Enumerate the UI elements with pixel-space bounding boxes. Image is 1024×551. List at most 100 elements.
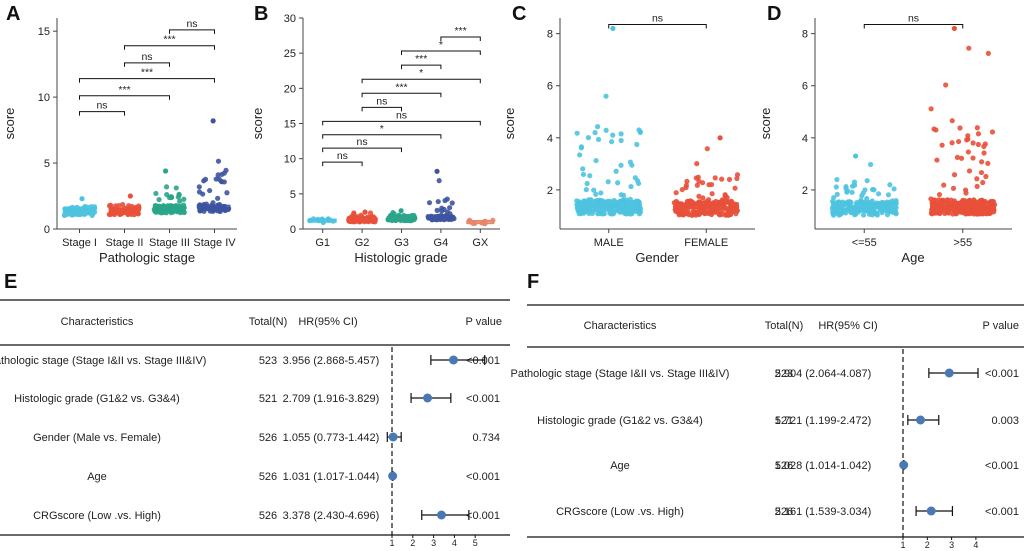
data-point-max (717, 135, 723, 141)
significance-label: * (419, 67, 423, 79)
y-tick-label: 20 (284, 83, 296, 95)
data-point (858, 202, 864, 208)
data-point (574, 130, 580, 136)
data-point (719, 176, 725, 182)
data-point (175, 194, 181, 200)
data-point (173, 185, 179, 191)
data-point (594, 124, 601, 130)
data-point (68, 212, 74, 218)
data-point-max (79, 196, 85, 202)
significance-bracket (401, 50, 481, 56)
column-header: Total(N) (765, 320, 804, 332)
data-point (726, 176, 733, 183)
significance-label: *** (141, 67, 153, 79)
x-tick-label: MALE (594, 237, 624, 249)
data-point (978, 169, 985, 176)
data-point (673, 190, 679, 196)
data-point (605, 179, 611, 185)
row-p-value: <0.001 (466, 355, 500, 367)
row-label: Age (87, 471, 107, 483)
significance-label: ns (337, 150, 348, 162)
data-point (863, 208, 869, 214)
data-point (966, 45, 972, 51)
data-point (593, 191, 599, 197)
panel-letter: F (527, 271, 539, 293)
y-tick-label: 2 (802, 185, 808, 197)
hr-point (388, 471, 398, 481)
data-point (963, 190, 969, 196)
data-point (975, 131, 982, 137)
data-point (880, 201, 886, 207)
data-point (954, 154, 961, 160)
data-point-max (852, 153, 859, 159)
data-point (864, 195, 870, 202)
data-point (434, 207, 440, 213)
y-tick-label: 30 (284, 13, 296, 25)
data-point (958, 201, 964, 207)
row-label: Histologic grade (G1&2 vs. G3&4) (537, 415, 703, 427)
significance-bracket (361, 78, 481, 84)
data-point (210, 200, 216, 206)
data-point (585, 135, 592, 141)
data-point (587, 207, 593, 213)
data-point (106, 203, 113, 209)
data-point (164, 191, 170, 198)
data-point (163, 184, 170, 190)
data-point (696, 178, 702, 184)
x-tick-label: Stage II (106, 237, 144, 249)
row-label: Pathologic stage (Stage I&II vs. Stage I… (0, 355, 206, 367)
data-point (618, 162, 624, 168)
panel-letter: E (4, 271, 17, 293)
points-G4 (425, 168, 457, 223)
data-point (862, 187, 868, 193)
data-point (367, 210, 374, 216)
data-point (966, 211, 973, 217)
row-hr-ci: 1.055 (0.773-1.442) (283, 432, 380, 444)
row-total: 523 (775, 368, 793, 380)
data-point (943, 82, 949, 88)
y-axis-title: score (758, 108, 773, 140)
data-point (722, 192, 728, 198)
hr-point (436, 510, 446, 520)
forest-row: Pathologic stage (Stage I&II vs. Stage I… (511, 368, 1019, 380)
significance-label: ns (396, 109, 407, 121)
data-point (891, 186, 897, 192)
significance-bracket (124, 45, 215, 50)
row-p-value: <0.001 (466, 471, 500, 483)
y-tick-label: 0 (290, 224, 296, 236)
y-tick-label: 6 (547, 81, 553, 93)
y-tick-label: 0 (44, 224, 50, 236)
data-point (442, 197, 448, 204)
forest-row: Histologic grade (G1&2 vs. G3&4) 5211.721… (537, 415, 1019, 427)
panel-b: B 0 5 10 15 20 25 30 G1 G2 G3 G4 GX Histologic grade s… (250, 3, 500, 265)
data-point (966, 168, 973, 174)
panel-a: A 0 5 10 15 Stage I Stage II Stage III Stage IVP… (2, 3, 237, 265)
row-label: CRGscore (Low .vs. High) (33, 510, 161, 522)
data-point (936, 191, 943, 198)
data-point (965, 133, 971, 139)
panel-d: D 2 4 6 8 <=55 >55 Age score ns (758, 3, 1012, 265)
significance-bracket (608, 24, 707, 29)
data-point-max (434, 168, 440, 174)
data-point (885, 192, 892, 198)
data-point (884, 201, 891, 207)
data-point (974, 176, 980, 182)
data-point (981, 143, 987, 150)
data-point (153, 190, 159, 197)
data-point (449, 200, 455, 206)
data-point (986, 209, 992, 215)
data-point (436, 178, 442, 184)
data-point-max (398, 208, 404, 214)
data-point (200, 191, 206, 197)
data-point (625, 201, 631, 207)
data-point (595, 136, 602, 143)
data-point-max (210, 118, 216, 124)
x-tick-label: Stage IV (193, 237, 236, 249)
data-point (696, 193, 702, 199)
data-point (732, 185, 738, 191)
row-hr-ci: 1.028 (1.014-1.042) (775, 460, 872, 472)
y-tick-label: 8 (547, 29, 553, 41)
data-point (628, 183, 634, 190)
